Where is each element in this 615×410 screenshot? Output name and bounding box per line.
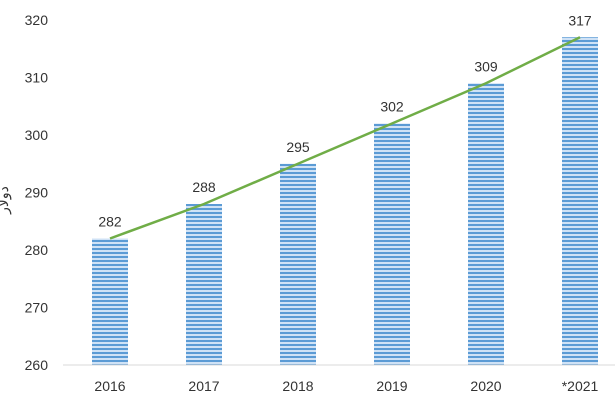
y-tick-label: 290	[25, 185, 49, 201]
y-tick-label: 260	[25, 357, 49, 373]
y-axis-label: دولار	[0, 186, 12, 215]
data-label: 295	[286, 139, 310, 155]
x-tick-label: 2018	[282, 378, 313, 394]
x-tick-label: 2020	[470, 378, 501, 394]
x-tick-label: 2017	[188, 378, 219, 394]
y-tick-label: 280	[25, 242, 49, 258]
y-tick-label: 300	[25, 127, 49, 143]
bar-2020	[468, 83, 504, 365]
trend-line	[109, 36, 581, 240]
data-label: 282	[98, 214, 122, 230]
bar-*2021	[562, 37, 598, 365]
bar-2019	[374, 123, 410, 365]
x-tick-label: *2021	[562, 378, 599, 394]
data-label: 288	[192, 179, 216, 195]
y-tick-label: 270	[25, 300, 49, 316]
data-label: 309	[474, 58, 498, 74]
bar-2017	[186, 204, 222, 365]
y-tick-label: 320	[25, 12, 49, 28]
x-tick-label: 2016	[94, 378, 125, 394]
y-tick-label: 310	[25, 70, 49, 86]
data-label: 302	[380, 99, 404, 115]
x-tick-label: 2019	[376, 378, 407, 394]
bar-2016	[92, 238, 128, 365]
data-label: 317	[568, 12, 592, 28]
bar-2018	[280, 163, 316, 365]
